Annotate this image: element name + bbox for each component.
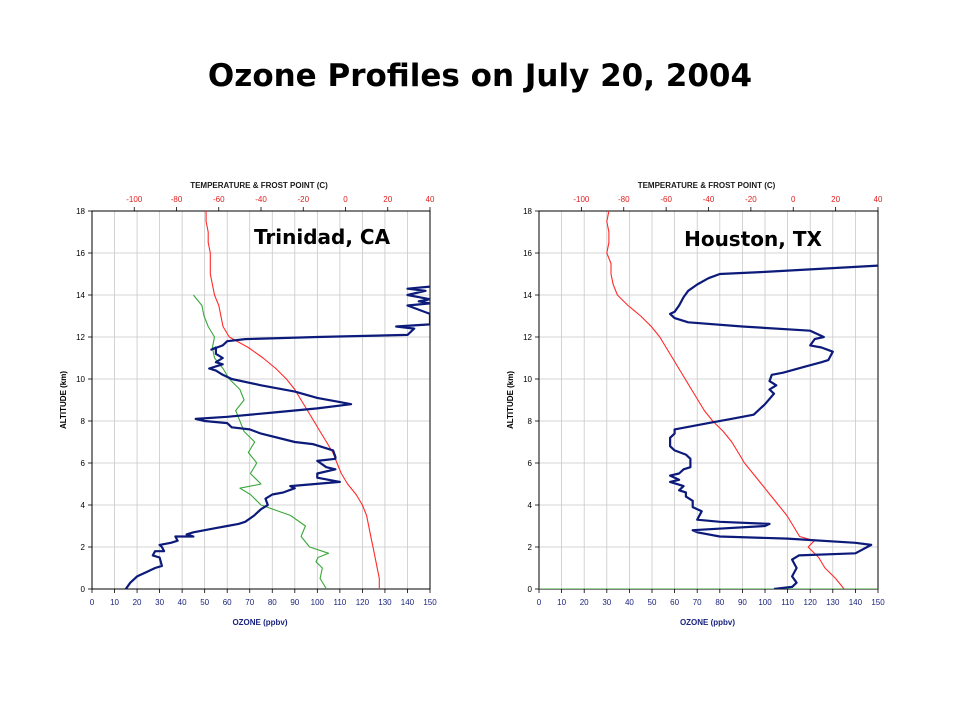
x-tick-label: 30 bbox=[155, 598, 164, 607]
x2-tick-label: -80 bbox=[171, 195, 183, 204]
location-label-trinidad: Trinidad, CA bbox=[254, 225, 391, 249]
x2-tick-label: -40 bbox=[255, 195, 267, 204]
y-tick-label: 2 bbox=[81, 543, 86, 552]
x-tick-label: 110 bbox=[333, 598, 346, 607]
x-tick-label: 80 bbox=[268, 598, 277, 607]
y-tick-label: 12 bbox=[76, 333, 85, 342]
x2-tick-label: 40 bbox=[426, 195, 435, 204]
x-tick-label: 130 bbox=[378, 598, 392, 607]
y-axis-label: ALTITUDE (km) bbox=[59, 371, 68, 429]
x-tick-label: 60 bbox=[223, 598, 232, 607]
x-tick-label: 140 bbox=[401, 598, 415, 607]
x-tick-label: 70 bbox=[245, 598, 254, 607]
x-tick-label: 90 bbox=[290, 598, 299, 607]
x2-tick-label: 20 bbox=[383, 195, 392, 204]
x2-tick-label: -20 bbox=[297, 195, 309, 204]
y-tick-label: 18 bbox=[76, 207, 85, 216]
x-tick-label: 50 bbox=[200, 598, 209, 607]
y-tick-label: 0 bbox=[81, 585, 86, 594]
frost-point-line-trinidad bbox=[192, 294, 330, 589]
y-tick-label: 6 bbox=[81, 459, 86, 468]
ozone-line-trinidad bbox=[124, 285, 430, 589]
grid bbox=[91, 210, 431, 590]
x2-tick-label: -100 bbox=[126, 195, 143, 204]
x-tick-label: 120 bbox=[356, 598, 370, 607]
x-tick-label: 150 bbox=[423, 598, 437, 607]
x-tick-label: 0 bbox=[90, 598, 95, 607]
x-tick-label: 40 bbox=[178, 598, 187, 607]
x-tick-label: 20 bbox=[133, 598, 142, 607]
x-tick-label: 10 bbox=[110, 598, 119, 607]
x-axis-label: OZONE (ppbv) bbox=[232, 618, 287, 627]
x-tick-label: 100 bbox=[311, 598, 325, 607]
x2-tick-label: 0 bbox=[343, 195, 348, 204]
slide-title: Ozone Profiles on July 20, 2004 bbox=[207, 58, 753, 94]
y-tick-label: 16 bbox=[76, 249, 85, 258]
plot-frame bbox=[91, 210, 431, 590]
y-tick-label: 4 bbox=[81, 501, 86, 510]
temperature-line-trinidad bbox=[205, 211, 380, 589]
y-tick-label: 14 bbox=[76, 291, 85, 300]
y-tick-label: 10 bbox=[76, 375, 85, 384]
y-tick-label: 8 bbox=[81, 417, 86, 426]
x2-tick-label: -60 bbox=[213, 195, 225, 204]
x2-axis-label: TEMPERATURE & FROST POINT (C) bbox=[190, 181, 328, 190]
